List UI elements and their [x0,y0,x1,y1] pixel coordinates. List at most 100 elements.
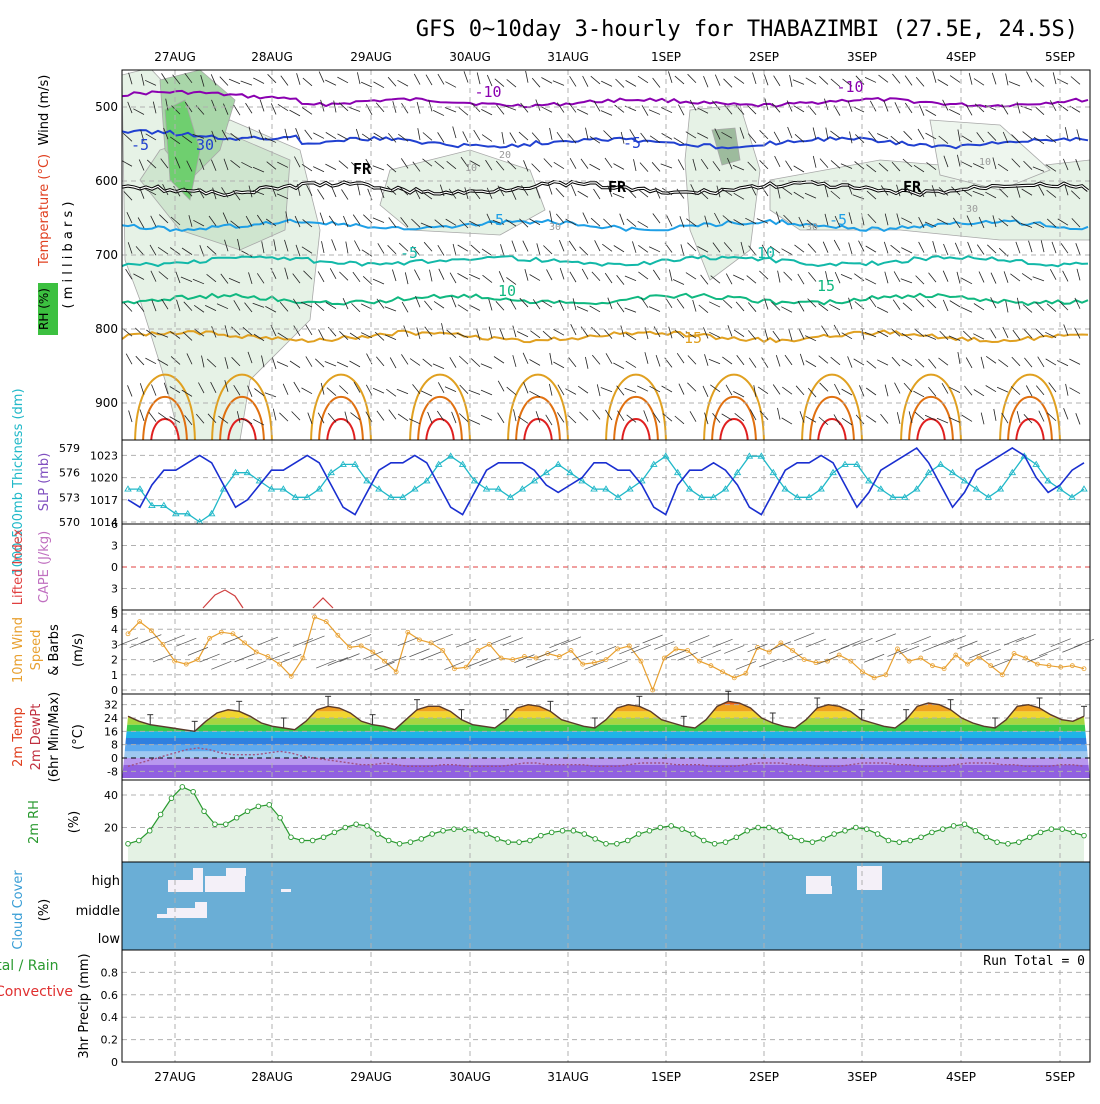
wind-barb [849,131,853,144]
wind-barb [625,333,637,341]
rh-point [950,823,957,829]
wind-barb [1075,159,1081,171]
wind-barb [200,74,205,87]
wind-barb [770,641,792,651]
wind-barb [145,188,157,196]
wind-barb [1001,412,1009,424]
wind-barb [676,352,685,364]
thickness-point [829,468,837,476]
wind-barb [602,243,613,252]
wind-barb [163,382,169,395]
wind-barb [774,155,781,168]
rh-point [679,826,685,832]
wind-barb [146,159,157,169]
wind-barb [700,649,722,659]
wind-barb [613,362,625,370]
wind-barb [176,299,181,312]
contour-label: -5 [486,211,504,229]
wind-barb [1057,78,1069,85]
wind-barb [398,133,409,142]
wind10-axis-label: 10m Wind [11,617,26,683]
thickness-point [422,477,431,484]
wind-barb [600,110,613,116]
contour-label: 10 [979,157,991,168]
rh-point [646,828,653,834]
wind-barb [324,361,337,367]
thickness-point [566,468,574,476]
y-tick-label: 6 [111,518,118,531]
wind-barb [444,107,457,113]
wind-barb [138,159,145,171]
wind-barb [903,382,913,393]
thickness-point [984,493,993,500]
wind-barb [170,216,181,226]
wind-barb [336,361,349,368]
wind-barb [807,243,817,253]
y-tick-label: 800 [95,322,118,336]
wind-barb [398,242,409,252]
wind-barb [289,109,301,117]
wind-barb [660,163,673,169]
wind-barb [915,275,925,285]
wind-speed-point [1046,663,1052,669]
thickness-point [482,485,491,492]
thickness-point [554,460,562,467]
wind-barb [420,651,442,661]
wind-barb [149,244,157,256]
wind-barb [1028,240,1033,253]
cloud-gap [820,886,832,894]
wind-barb [133,108,145,115]
wind-barb [497,380,505,392]
thickness-point [494,485,503,492]
wind-barb [192,133,205,139]
wind-barb [338,102,349,112]
wind-barb [220,273,229,284]
wind-barb [1074,327,1081,339]
wind-barb [759,270,769,280]
wind-barb [861,327,865,340]
y-tick-label: 576 [59,467,80,480]
wind-barb [604,272,613,284]
temperature-band [122,718,1090,725]
wind-barb [1064,127,1069,139]
wind-barb [339,331,349,340]
y-tick-label: -8 [107,765,118,778]
wind-barb [313,166,325,173]
rh-point [538,832,544,839]
wind-barb [317,271,325,283]
wind-barb [589,163,601,171]
wind-barb [400,158,409,169]
wind-barb [449,272,457,284]
temperature-band [122,701,1090,705]
wind-barb [211,660,232,670]
wind-barb [349,332,361,340]
rh-point [233,815,240,821]
wind-barb [277,332,289,340]
wind-barb [572,651,593,660]
y-tick-label: 0.4 [101,1011,119,1024]
wind-barb [689,635,710,644]
wind-barb [619,645,640,655]
wind-barb [284,128,289,141]
minmax-axis-label: (6hr Min/Max) [47,692,62,782]
contour-label: FR [353,160,372,178]
thickness-point [136,485,144,492]
wind-barb [680,244,685,257]
wind-barb [301,387,313,395]
wind-barb [357,72,361,85]
wind-barb [654,641,675,650]
wind-barb [676,188,685,199]
wind-barb [224,239,229,252]
wind-barb [469,160,481,167]
wind-barb [665,297,673,309]
wind-barb [231,326,241,336]
wind-barb [518,131,529,141]
wind-barb [674,75,685,85]
wind-speed-point [895,646,900,652]
wind-barb [327,326,337,337]
wind-barb [258,129,265,141]
wind-barb [607,185,613,198]
wind-barb [992,157,997,170]
wind-barb [355,128,361,141]
wind-barb [761,185,769,197]
